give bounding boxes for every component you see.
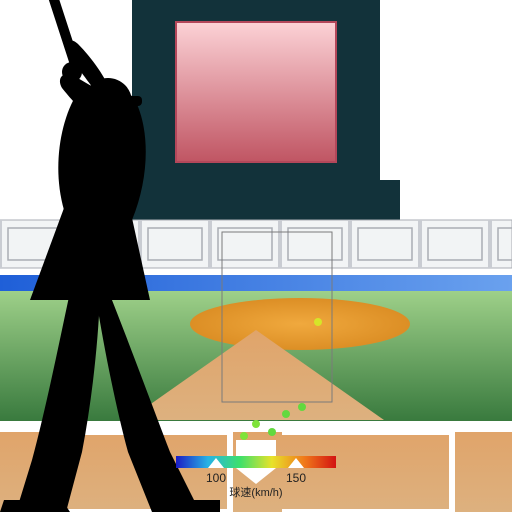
- pitch-marker: [252, 420, 260, 428]
- scoreboard-wing-right: [232, 180, 400, 220]
- scoreboard-screen: [176, 22, 336, 162]
- colorbar-tick-label: 100: [206, 471, 226, 485]
- pitch-marker: [298, 403, 306, 411]
- colorbar-tick-label: 150: [286, 471, 306, 485]
- pitch-marker: [314, 318, 322, 326]
- pitch-marker: [240, 432, 248, 440]
- pitch-marker: [268, 428, 276, 436]
- pitch-marker: [282, 410, 290, 418]
- pitchers-mound: [190, 298, 410, 350]
- colorbar-axis-label: 球速(km/h): [229, 485, 282, 499]
- colorbar: [176, 456, 336, 468]
